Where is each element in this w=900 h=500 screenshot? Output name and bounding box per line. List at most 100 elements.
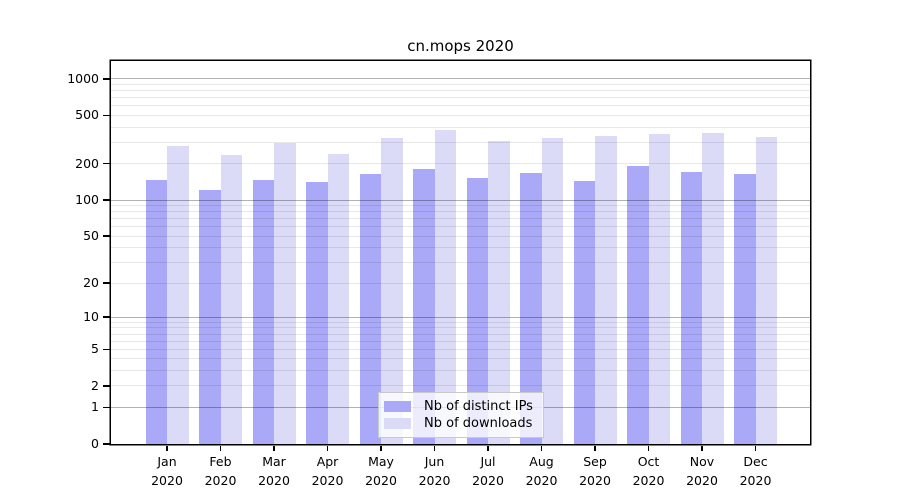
y-tick-label: 50 [83, 228, 99, 244]
bar-distinct-ips-oct [627, 165, 649, 444]
bar-distinct-ips-nov [680, 172, 702, 444]
minor-gridline [111, 105, 810, 107]
y-tick-label: 100 [75, 192, 99, 208]
bar-distinct-ips-may [359, 174, 381, 444]
x-tick [380, 445, 382, 451]
y-tick [103, 235, 110, 237]
minor-gridline [111, 348, 810, 350]
x-tick [540, 445, 543, 451]
x-tick [166, 445, 168, 451]
minor-gridline [111, 205, 810, 207]
x-tick-label-aug: Aug 2020 [525, 454, 558, 488]
legend-swatch-downloads-icon [384, 418, 411, 429]
minor-gridline [111, 333, 810, 335]
x-tick [754, 445, 757, 451]
y-tick-label: 500 [75, 107, 99, 123]
x-tick [326, 445, 329, 451]
x-tick [701, 445, 703, 451]
x-tick-label-nov: Nov 2020 [686, 454, 718, 488]
bar-downloads-jan [167, 146, 189, 444]
bar-downloads-nov [702, 133, 724, 444]
x-tick [219, 445, 222, 451]
y-tick [103, 199, 110, 201]
bar-downloads-aug [541, 137, 563, 444]
x-tick [487, 445, 489, 451]
x-tick-label-may: May 2020 [365, 454, 397, 488]
bar-distinct-ips-aug [520, 173, 542, 444]
x-tick [433, 445, 436, 451]
minor-gridline [111, 90, 810, 92]
x-tick-label-mar: Mar 2020 [258, 454, 290, 488]
bar-downloads-jul [488, 141, 510, 444]
minor-gridline [111, 141, 810, 143]
x-tick [594, 445, 596, 451]
y-tick-label: 1 [91, 399, 99, 415]
major-gridline [111, 316, 810, 318]
minor-gridline [111, 235, 810, 237]
x-tick-label-sep: Sep 2020 [579, 454, 611, 488]
y-tick [103, 385, 110, 387]
x-tick-label-apr: Apr 2020 [311, 454, 344, 488]
minor-gridline [111, 321, 810, 323]
legend-item-distinct-ips: Nb of distinct IPs [384, 398, 543, 415]
bars-layer [111, 61, 810, 444]
minor-gridline [111, 370, 810, 372]
minor-gridline [111, 385, 810, 387]
major-gridline [111, 78, 810, 80]
legend-label-downloads: Nb of downloads [424, 416, 533, 431]
legend-item-downloads: Nb of downloads [384, 415, 543, 432]
x-tick-label-jan: Jan 2020 [151, 454, 183, 488]
bar-distinct-ips-apr [306, 181, 328, 444]
bar-distinct-ips-sep [573, 181, 595, 444]
bar-downloads-jun [434, 129, 456, 444]
bar-distinct-ips-jan [145, 180, 167, 444]
bar-downloads-mar [274, 143, 296, 444]
y-tick-label: 2 [91, 377, 99, 393]
y-tick-label: 10 [83, 309, 99, 325]
minor-gridline [111, 211, 810, 213]
y-tick [103, 443, 110, 445]
minor-gridline [111, 163, 810, 165]
plot-area [111, 61, 810, 444]
bar-distinct-ips-jul [466, 177, 488, 444]
grid-layer [111, 61, 810, 444]
legend-swatch-distinct-ips-icon [384, 401, 411, 412]
bar-downloads-feb [220, 155, 242, 444]
minor-gridline [111, 358, 810, 360]
minor-gridline [111, 340, 810, 342]
minor-gridline [111, 83, 810, 85]
bar-downloads-dec [755, 136, 777, 444]
y-tick [103, 162, 110, 165]
bar-downloads-oct [648, 133, 670, 444]
x-tick-label-dec: Dec 2020 [739, 454, 772, 488]
y-tick [103, 282, 110, 284]
x-tick-label-oct: Oct 2020 [632, 454, 665, 488]
minor-gridline [111, 327, 810, 329]
y-tick-label: 20 [83, 275, 99, 291]
bar-downloads-may [381, 137, 403, 444]
bar-downloads-apr [327, 153, 349, 444]
major-gridline [111, 199, 810, 201]
y-tick [103, 348, 110, 351]
minor-gridline [111, 114, 810, 116]
y-tick [103, 114, 110, 117]
x-tick-label-feb: Feb 2020 [204, 454, 237, 488]
minor-gridline [111, 97, 810, 99]
bar-downloads-sep [595, 136, 617, 444]
x-tick [273, 445, 275, 451]
chart-title: cn.mops 2020 [407, 37, 514, 55]
y-tick-label: 200 [75, 155, 99, 171]
minor-gridline [111, 247, 810, 249]
x-tick-label-jun: Jun 2020 [418, 454, 451, 488]
x-tick-label-jul: Jul 2020 [472, 454, 504, 488]
minor-gridline [111, 218, 810, 220]
x-tick [647, 445, 650, 451]
y-tick [103, 406, 110, 409]
minor-gridline [111, 226, 810, 228]
legend: Nb of distinct IPs Nb of downloads [378, 392, 544, 438]
minor-gridline [111, 126, 810, 128]
y-tick-label: 1000 [67, 70, 99, 86]
y-tick [103, 78, 110, 80]
y-tick [103, 316, 110, 318]
